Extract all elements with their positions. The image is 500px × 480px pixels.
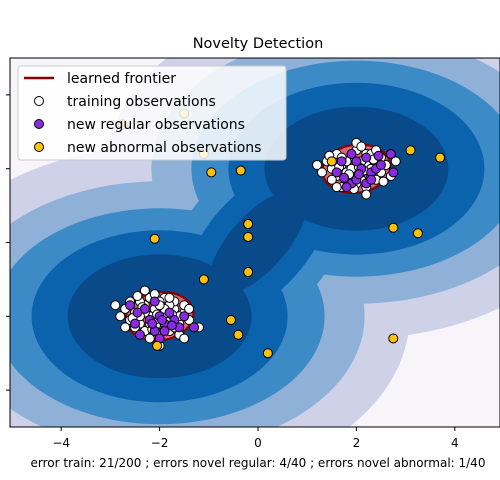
- scatter-point: [179, 311, 190, 322]
- scatter-point: [326, 156, 337, 167]
- scatter-point: [385, 148, 396, 159]
- scatter-point: [233, 329, 244, 340]
- legend-label: new abnormal observations: [67, 140, 261, 156]
- scatter-point: [132, 291, 143, 302]
- scatter-point: [134, 329, 145, 340]
- scatter-point: [341, 182, 352, 193]
- legend-label: new regular observations: [67, 117, 245, 133]
- scatter-point: [346, 148, 357, 159]
- scatter-point: [243, 219, 254, 230]
- x-tick-label: 4: [451, 436, 459, 450]
- scatter-point: [184, 303, 195, 314]
- scatter-point: [388, 333, 399, 344]
- legend-marker-swatch: [34, 119, 44, 129]
- legend-label: training observations: [67, 94, 216, 110]
- scatter-point: [189, 322, 200, 333]
- legend-label: learned frontier: [67, 71, 176, 87]
- scatter-point: [312, 160, 323, 171]
- scatter-point: [361, 189, 372, 200]
- scatter-point: [166, 320, 177, 331]
- scatter-point: [115, 311, 126, 322]
- scatter-point: [125, 300, 136, 311]
- scatter-point: [378, 176, 389, 187]
- scatter-point: [149, 233, 160, 244]
- scatter-point: [159, 326, 170, 337]
- scatter-point: [120, 322, 131, 333]
- scatter-point: [388, 167, 399, 178]
- scatter-point: [110, 300, 121, 311]
- scatter-point: [225, 314, 236, 325]
- scatter-point: [149, 296, 160, 307]
- scatter-point: [164, 292, 175, 303]
- scatter-point: [336, 156, 347, 167]
- scatter-point: [388, 222, 399, 233]
- scatter-points: [110, 108, 446, 359]
- scatter-point: [147, 318, 158, 329]
- scatter-point: [198, 274, 209, 285]
- scatter-point: [243, 231, 254, 242]
- scatter-point: [331, 182, 342, 193]
- scatter-point: [390, 156, 401, 167]
- scatter-point: [235, 165, 246, 176]
- scatter-point: [130, 318, 140, 329]
- legend-box: [17, 65, 287, 161]
- scatter-point: [366, 174, 377, 185]
- scatter-point: [179, 333, 190, 344]
- x-axis-label: error train: 21/200 ; errors novel regul…: [31, 456, 486, 470]
- legend: learned frontier training observations new…: [17, 65, 287, 161]
- axes: −4 −2 0 2 4: [6, 94, 459, 450]
- scatter-point: [316, 167, 327, 178]
- chart-title: Novelty Detection: [193, 36, 324, 52]
- scatter-point: [356, 141, 367, 152]
- x-tick-label: −4: [52, 436, 70, 450]
- scatter-point: [326, 174, 337, 185]
- scatter-point: [353, 169, 364, 180]
- scatter-point: [132, 307, 143, 318]
- x-tick-label: −2: [151, 436, 169, 450]
- x-tick-label: 2: [353, 436, 361, 450]
- scatter-point: [243, 267, 254, 278]
- scatter-point: [435, 152, 446, 163]
- scatter-point: [139, 285, 150, 296]
- legend-marker-swatch: [34, 96, 44, 106]
- scatter-point: [331, 167, 342, 178]
- scatter-point: [206, 167, 217, 178]
- scatter-point: [351, 156, 362, 167]
- scatter-point: [361, 152, 372, 163]
- scatter-point: [262, 348, 273, 359]
- x-tick-label: 0: [254, 436, 262, 450]
- scatter-point: [405, 145, 416, 156]
- scatter-point: [339, 172, 350, 183]
- scatter-point: [144, 333, 155, 344]
- scatter-point: [164, 307, 175, 318]
- scatter-point: [157, 314, 168, 325]
- scatter-point: [373, 150, 384, 161]
- scatter-point: [152, 340, 163, 351]
- scatter-point: [376, 160, 386, 171]
- scatter-point: [412, 228, 423, 239]
- legend-marker-swatch: [34, 142, 44, 152]
- contour-band-5-bridge: [209, 189, 307, 296]
